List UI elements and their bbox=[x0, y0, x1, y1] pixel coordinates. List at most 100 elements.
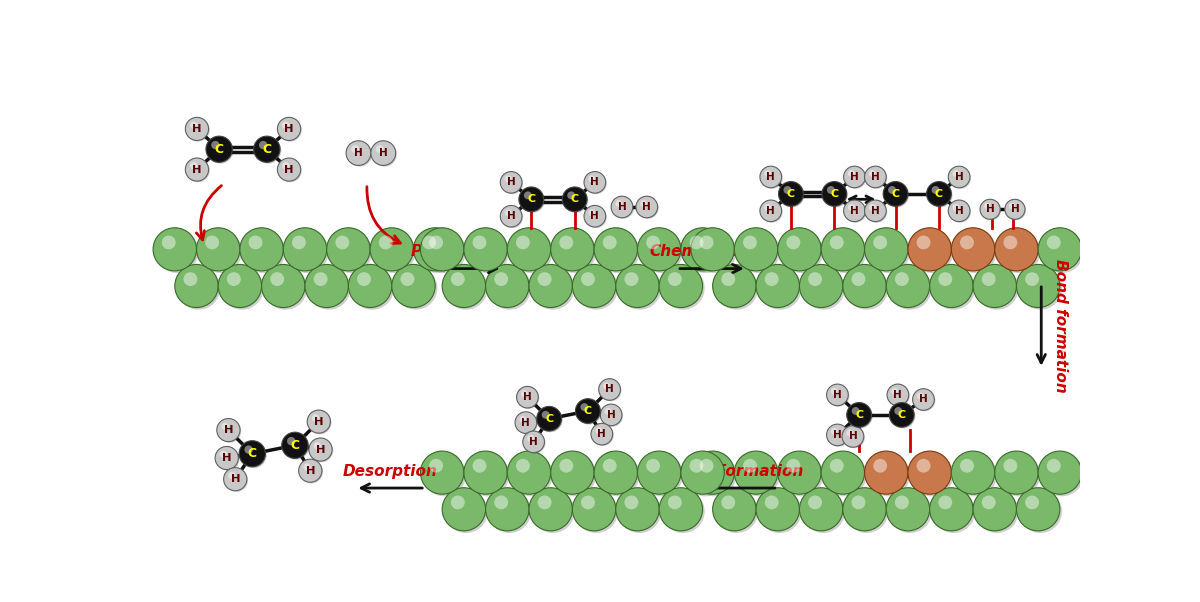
Circle shape bbox=[594, 228, 637, 271]
Circle shape bbox=[415, 230, 460, 273]
Circle shape bbox=[913, 389, 935, 411]
Circle shape bbox=[844, 200, 865, 222]
Text: Bond Formation: Bond Formation bbox=[667, 464, 803, 479]
Circle shape bbox=[592, 424, 613, 446]
Circle shape bbox=[600, 404, 622, 426]
Circle shape bbox=[761, 167, 782, 189]
Circle shape bbox=[690, 459, 703, 473]
Circle shape bbox=[713, 488, 756, 531]
Circle shape bbox=[520, 188, 545, 213]
Circle shape bbox=[326, 228, 370, 271]
Circle shape bbox=[299, 459, 322, 482]
Circle shape bbox=[869, 170, 876, 177]
Circle shape bbox=[646, 459, 660, 473]
Circle shape bbox=[910, 453, 954, 497]
Circle shape bbox=[995, 451, 1038, 494]
Text: H: H bbox=[767, 172, 775, 182]
Circle shape bbox=[928, 183, 953, 208]
Circle shape bbox=[890, 404, 916, 429]
Circle shape bbox=[852, 495, 865, 509]
Circle shape bbox=[335, 235, 349, 249]
Circle shape bbox=[466, 230, 510, 273]
Circle shape bbox=[1004, 199, 1025, 219]
Circle shape bbox=[211, 141, 220, 149]
Circle shape bbox=[683, 230, 726, 273]
Circle shape bbox=[616, 264, 659, 308]
Circle shape bbox=[604, 383, 610, 389]
Circle shape bbox=[694, 453, 737, 497]
Circle shape bbox=[721, 272, 736, 286]
Circle shape bbox=[827, 384, 848, 406]
Circle shape bbox=[611, 196, 632, 218]
Circle shape bbox=[888, 490, 932, 533]
Circle shape bbox=[1016, 264, 1060, 308]
Circle shape bbox=[949, 167, 971, 189]
Circle shape bbox=[451, 495, 464, 509]
Circle shape bbox=[283, 433, 310, 460]
Circle shape bbox=[842, 426, 864, 447]
Circle shape bbox=[960, 459, 974, 473]
Circle shape bbox=[618, 490, 661, 533]
Circle shape bbox=[473, 235, 486, 249]
Circle shape bbox=[980, 199, 1000, 219]
Text: H: H bbox=[529, 437, 538, 447]
Circle shape bbox=[997, 453, 1040, 497]
Circle shape bbox=[444, 267, 487, 309]
Circle shape bbox=[217, 418, 240, 442]
Text: H: H bbox=[955, 172, 964, 182]
Circle shape bbox=[420, 451, 464, 494]
Circle shape bbox=[508, 228, 551, 271]
Circle shape bbox=[827, 186, 835, 194]
Circle shape bbox=[869, 204, 876, 211]
Text: H: H bbox=[506, 211, 516, 221]
Circle shape bbox=[529, 264, 572, 308]
Circle shape bbox=[802, 267, 845, 309]
Circle shape bbox=[494, 272, 508, 286]
Text: Chemisorption: Chemisorption bbox=[649, 244, 775, 259]
Circle shape bbox=[588, 209, 595, 216]
Text: H: H bbox=[894, 390, 902, 400]
Circle shape bbox=[894, 407, 902, 415]
Circle shape bbox=[240, 442, 266, 468]
Circle shape bbox=[659, 264, 702, 308]
Circle shape bbox=[312, 414, 319, 421]
Circle shape bbox=[822, 182, 847, 206]
Circle shape bbox=[690, 235, 703, 249]
Circle shape bbox=[245, 445, 253, 454]
Circle shape bbox=[292, 235, 306, 249]
Circle shape bbox=[510, 453, 553, 497]
Circle shape bbox=[577, 400, 601, 424]
Circle shape bbox=[888, 267, 932, 309]
Circle shape bbox=[538, 495, 552, 509]
Circle shape bbox=[559, 459, 574, 473]
Circle shape bbox=[948, 166, 970, 188]
Circle shape bbox=[1006, 200, 1026, 220]
Text: H: H bbox=[284, 164, 294, 175]
Circle shape bbox=[346, 141, 371, 166]
Circle shape bbox=[605, 408, 612, 415]
Circle shape bbox=[960, 235, 974, 249]
Circle shape bbox=[821, 228, 864, 271]
Circle shape bbox=[541, 411, 550, 419]
Circle shape bbox=[848, 204, 854, 211]
Circle shape bbox=[581, 403, 588, 411]
Circle shape bbox=[930, 264, 973, 308]
Circle shape bbox=[287, 437, 295, 445]
Circle shape bbox=[370, 228, 414, 271]
Circle shape bbox=[505, 175, 511, 182]
Circle shape bbox=[1019, 267, 1062, 309]
Circle shape bbox=[1038, 451, 1081, 494]
Circle shape bbox=[743, 235, 757, 249]
Circle shape bbox=[313, 272, 328, 286]
Circle shape bbox=[559, 235, 574, 249]
Circle shape bbox=[908, 228, 952, 271]
Circle shape bbox=[282, 162, 289, 170]
Circle shape bbox=[952, 228, 995, 271]
Text: C: C bbox=[830, 189, 839, 199]
Circle shape bbox=[304, 464, 311, 471]
Circle shape bbox=[888, 186, 896, 194]
Text: H: H bbox=[848, 432, 857, 441]
Circle shape bbox=[734, 228, 778, 271]
Circle shape bbox=[347, 142, 372, 167]
Circle shape bbox=[464, 451, 508, 494]
